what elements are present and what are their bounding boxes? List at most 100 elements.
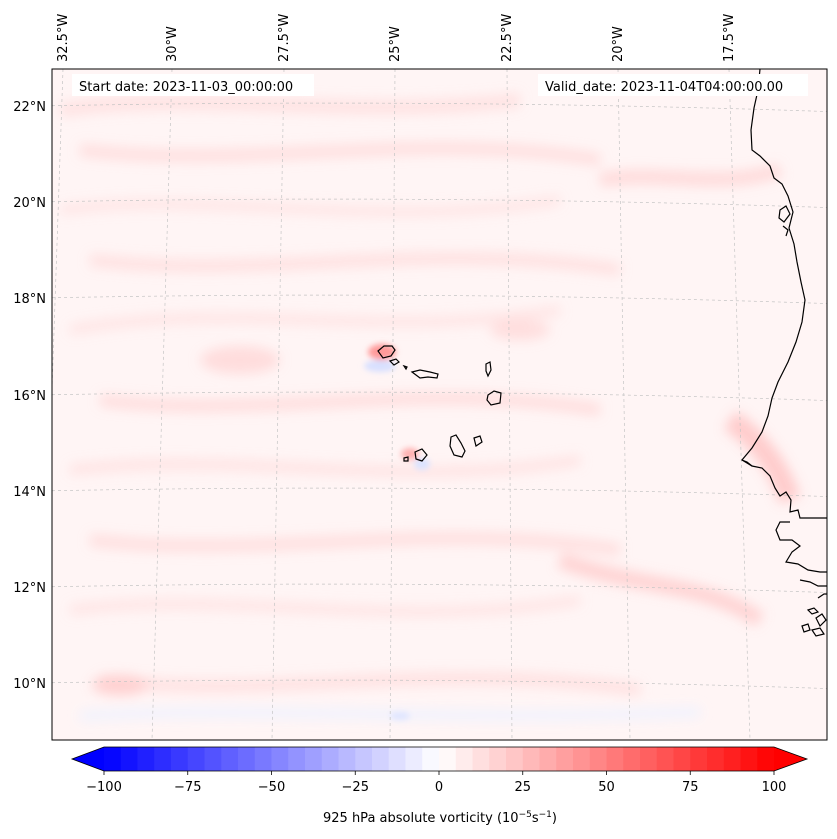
lon-label-25w: 25°W [388, 26, 403, 62]
valid-date-box [538, 74, 808, 96]
colorbar-segment [522, 747, 541, 771]
lon-label-22.5w: 22.5°W [500, 14, 515, 62]
colorbar-segment [338, 747, 356, 771]
meridian-17.5w [728, 69, 751, 740]
parallel-22n [52, 102, 827, 112]
colorbar-segment [556, 747, 574, 771]
colorbar-segment [321, 747, 340, 771]
colorbar-segment [740, 747, 758, 771]
colorbar-segment [171, 747, 189, 771]
colorbar-segment [573, 747, 591, 771]
lon-label-20w: 20°W [611, 26, 626, 62]
map-panel: Start date: 2023-11-03_00:00:00 Valid_da… [51, 68, 828, 741]
colorbar-segment [656, 747, 675, 771]
coast-guinea [817, 593, 827, 599]
colorbar-segment [187, 747, 206, 771]
colorbar-segment [221, 747, 239, 771]
lon-label-32.5w: 32.5°W [56, 14, 71, 62]
meridian-20w [617, 69, 631, 740]
colorbar-segment [271, 747, 289, 771]
lat-label-10n: 10°N [13, 677, 46, 692]
island-sao-vicente [388, 358, 400, 366]
coast-island-lagoon [778, 205, 791, 223]
start-date-text: Start date: 2023-11-03_00:00:00 [79, 80, 293, 95]
lat-label-12n: 12°N [13, 581, 46, 596]
vorticity-field [59, 93, 801, 721]
coast-bijagos-1 [806, 607, 820, 615]
colorbar-segment [506, 747, 524, 771]
island-santa-luzia [402, 364, 408, 371]
start-date-box [72, 74, 314, 96]
colorbar-segment [623, 747, 641, 771]
lat-label-22n: 22°N [13, 100, 46, 115]
colorbar-segment [372, 747, 390, 771]
meridian-27.5w [271, 69, 285, 740]
colorbar-extend-min [72, 747, 104, 771]
coast-inlet [782, 225, 789, 237]
parallel-14n [52, 487, 827, 497]
latitude-labels: 22°N 20°N 18°N 16°N 14°N 12°N 10°N [13, 100, 46, 692]
colorbar-segment [238, 747, 256, 771]
colorbar-label: 925 hPa absolute vorticity (10−5s−1) [323, 810, 557, 826]
island-boa-vista [486, 390, 502, 406]
colorbar-segment [589, 747, 608, 771]
colorbar-segment [154, 747, 172, 771]
colorbar-ticks: −100 −75 −50 −25 0 25 50 75 100 [86, 771, 786, 795]
parallel-10n [52, 679, 827, 689]
colorbar-segment [137, 747, 155, 771]
coast-bijagos-2 [801, 623, 811, 633]
lat-label-16n: 16°N [13, 389, 46, 404]
parallel-18n [52, 294, 827, 304]
valid-date-text: Valid_date: 2023-11-04T04:00:00.00 [545, 80, 783, 95]
colorbar-segment [120, 747, 139, 771]
colorbar-tick-label: 75 [682, 780, 699, 795]
lat-label-14n: 14°N [13, 485, 46, 500]
meridian-30w [151, 69, 173, 740]
coast-mauritania [741, 69, 827, 519]
coast-bijagos-3 [815, 613, 827, 628]
colorbar-segment [388, 747, 407, 771]
colorbar-tick-label: 0 [435, 780, 443, 795]
colorbar-tick-label: −75 [174, 780, 201, 795]
colorbar-segment [723, 747, 742, 771]
parallel-20n [52, 198, 827, 208]
colorbar-tick-label: −100 [86, 780, 122, 795]
colorbar-segment [405, 747, 423, 771]
colorbar-segment [489, 747, 507, 771]
lon-label-30w: 30°W [165, 26, 180, 62]
colorbar-segment [439, 747, 457, 771]
colorbar-segment [455, 747, 474, 771]
island-sal [485, 361, 492, 378]
cape-verde-islands [377, 345, 502, 462]
island-maio [473, 435, 483, 447]
meridian-22.5w [506, 69, 513, 740]
colorbar-segment [673, 747, 691, 771]
colorbar-segment [472, 747, 490, 771]
map-frame [51, 68, 828, 741]
island-fogo [414, 448, 428, 462]
colorbar-segment [288, 747, 306, 771]
colorbar-segment [539, 747, 557, 771]
island-dipoles [364, 344, 430, 720]
colorbar-segment [757, 747, 775, 771]
colorbar-segment [606, 747, 624, 771]
meridian-25w [389, 69, 396, 740]
colorbar-segment [355, 747, 373, 771]
colorbar-segment [254, 747, 273, 771]
colorbar-tick-label: 100 [762, 780, 787, 795]
colorbar-extend-max [774, 747, 807, 771]
coast-guinea-bissau [799, 579, 827, 587]
longitude-labels: 32.5°W 30°W 27.5°W 25°W 22.5°W 20°W 17.5… [56, 14, 737, 62]
colorbar-segment [640, 747, 658, 771]
colorbar-tick-label: −25 [342, 780, 369, 795]
lat-label-20n: 20°N [13, 196, 46, 211]
lon-label-27.5w: 27.5°W [277, 14, 292, 62]
colorbar-segment [204, 747, 222, 771]
colorbar-segment [707, 747, 725, 771]
colorbar: −100 −75 −50 −25 0 25 50 75 100 925 hPa absolute… [70, 746, 809, 826]
colorbar-segment [104, 747, 122, 771]
island-sao-nicolau [410, 369, 439, 379]
island-brava [403, 456, 409, 462]
parallel-12n [52, 583, 827, 593]
coast-dakar-bight [741, 459, 753, 467]
